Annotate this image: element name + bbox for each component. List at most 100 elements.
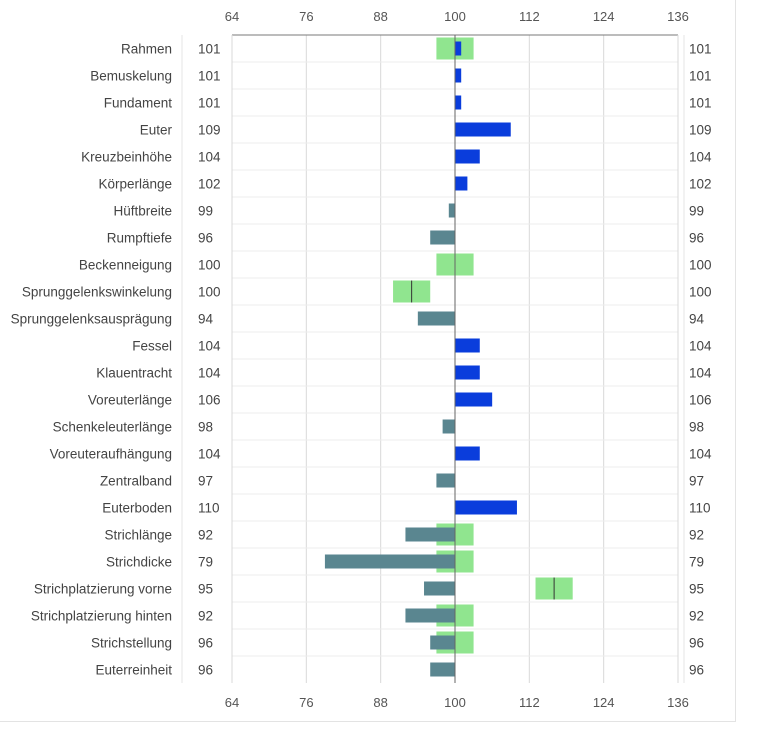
bar <box>455 392 493 407</box>
value-label-right: 101 <box>689 42 712 57</box>
chart-frame <box>0 0 736 722</box>
x-tick-label-top: 76 <box>299 9 313 24</box>
x-tick-label-top: 136 <box>667 9 689 24</box>
bar <box>430 230 455 245</box>
value-label-right: 109 <box>689 123 712 138</box>
value-label-right: 104 <box>689 447 712 462</box>
value-label-right: 96 <box>689 231 704 246</box>
value-label-right: 110 <box>689 501 711 516</box>
bar <box>324 554 455 569</box>
category-label: Körperlänge <box>98 177 172 192</box>
value-label-left: 92 <box>198 528 213 543</box>
category-label: Rumpftiefe <box>107 231 172 246</box>
value-label-right: 100 <box>689 285 712 300</box>
value-label-left: 110 <box>198 501 220 516</box>
bar <box>405 608 455 623</box>
category-label: Beckenneigung <box>79 258 172 273</box>
value-label-right: 92 <box>689 528 704 543</box>
bar <box>405 527 455 542</box>
x-tick-label-bottom: 88 <box>373 695 387 710</box>
bar <box>424 581 455 596</box>
x-tick-label-bottom: 136 <box>667 695 689 710</box>
value-label-left: 92 <box>198 609 213 624</box>
category-label: Rahmen <box>121 42 172 57</box>
bar <box>455 176 468 191</box>
bar <box>430 662 455 677</box>
category-label: Fundament <box>104 96 173 111</box>
value-label-right: 95 <box>689 582 704 597</box>
bar <box>442 419 455 434</box>
value-label-right: 104 <box>689 366 712 381</box>
category-label: Kreuzbeinhöhe <box>81 150 172 165</box>
bar <box>430 635 455 650</box>
bar <box>455 446 480 461</box>
bar <box>455 149 480 164</box>
value-label-right: 94 <box>689 312 705 327</box>
bar <box>455 95 462 110</box>
category-label: Sprunggelenksausprägung <box>11 312 172 327</box>
value-label-left: 100 <box>198 285 221 300</box>
x-tick-label-top: 64 <box>225 9 239 24</box>
category-label: Sprunggelenkswinkelung <box>22 285 172 300</box>
value-label-left: 99 <box>198 204 213 219</box>
value-label-left: 101 <box>198 42 221 57</box>
category-label: Strichplatzierung hinten <box>31 609 172 624</box>
category-label: Zentralband <box>100 474 172 489</box>
value-label-left: 104 <box>198 339 221 354</box>
value-label-left: 96 <box>198 663 213 678</box>
value-label-left: 79 <box>198 555 213 570</box>
value-label-right: 96 <box>689 663 704 678</box>
category-label: Voreuterlänge <box>88 393 172 408</box>
value-label-left: 94 <box>198 312 214 327</box>
value-label-right: 92 <box>689 609 704 624</box>
value-label-left: 101 <box>198 69 221 84</box>
value-label-right: 102 <box>689 177 712 192</box>
x-tick-label-bottom: 76 <box>299 695 313 710</box>
value-label-right: 97 <box>689 474 704 489</box>
bar <box>455 41 462 56</box>
x-tick-label-top: 100 <box>444 9 466 24</box>
value-label-right: 100 <box>689 258 712 273</box>
value-label-right: 98 <box>689 420 704 435</box>
value-label-right: 101 <box>689 96 712 111</box>
bar <box>436 473 455 488</box>
x-tick-label-bottom: 124 <box>593 695 615 710</box>
value-label-right: 96 <box>689 636 704 651</box>
bar <box>417 311 455 326</box>
value-label-right: 79 <box>689 555 704 570</box>
value-label-left: 104 <box>198 447 221 462</box>
category-label: Schenkeleuterlänge <box>53 420 172 435</box>
category-label: Voreuteraufhängung <box>50 447 172 462</box>
value-label-left: 101 <box>198 96 221 111</box>
x-tick-label-bottom: 100 <box>444 695 466 710</box>
x-tick-label-top: 112 <box>519 9 540 24</box>
category-label: Klauentracht <box>96 366 172 381</box>
category-label: Strichplatzierung vorne <box>34 582 172 597</box>
category-label: Euterboden <box>102 501 172 516</box>
value-label-left: 106 <box>198 393 221 408</box>
value-label-right: 104 <box>689 150 712 165</box>
category-label: Hüftbreite <box>113 204 172 219</box>
value-label-left: 98 <box>198 420 213 435</box>
category-label: Strichlänge <box>104 528 172 543</box>
value-label-left: 96 <box>198 636 213 651</box>
value-label-left: 100 <box>198 258 221 273</box>
x-tick-label-bottom: 64 <box>225 695 239 710</box>
x-tick-label-top: 124 <box>593 9 615 24</box>
x-tick-label-bottom: 112 <box>519 695 540 710</box>
value-label-left: 104 <box>198 366 221 381</box>
bar <box>455 500 517 515</box>
value-label-left: 104 <box>198 150 221 165</box>
value-label-left: 95 <box>198 582 213 597</box>
value-label-left: 102 <box>198 177 221 192</box>
bar <box>455 365 480 380</box>
value-label-right: 101 <box>689 69 712 84</box>
category-label: Euterreinheit <box>95 663 172 678</box>
value-label-right: 106 <box>689 393 712 408</box>
bar <box>455 68 462 83</box>
value-label-left: 97 <box>198 474 213 489</box>
bar <box>455 338 480 353</box>
value-label-left: 96 <box>198 231 213 246</box>
bar <box>448 203 455 218</box>
bar <box>455 122 511 137</box>
